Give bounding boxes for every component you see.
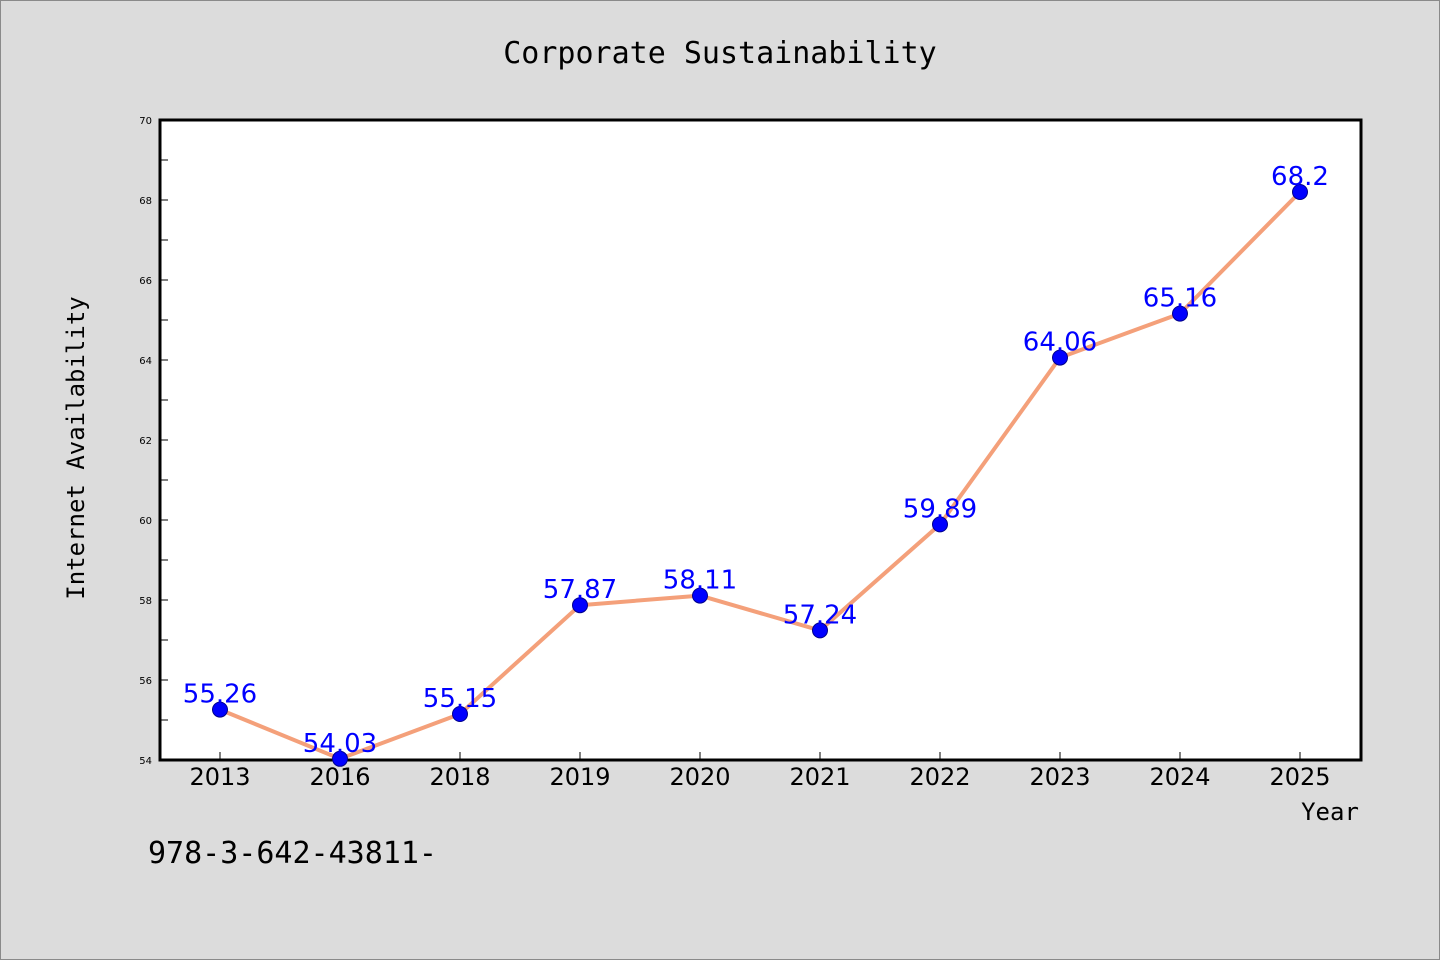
- data-point: [332, 750, 348, 767]
- data-label: 55.15: [423, 684, 497, 714]
- data-label: 55.26: [183, 680, 257, 710]
- x-tick-label: 2023: [1029, 763, 1090, 791]
- x-axis: 2013 2016 2018 2019 2020 2021 2022 2023 2024 2025: [189, 752, 1331, 791]
- y-tick-label: 70: [139, 116, 152, 127]
- data-point: [1292, 184, 1308, 200]
- data-point: [692, 587, 708, 604]
- plot-area: [158, 118, 1363, 762]
- x-tick-label: 2013: [189, 763, 250, 791]
- y-tick-label: 64: [139, 356, 152, 367]
- series-layer: [212, 184, 1308, 767]
- x-axis-label: Year: [1301, 798, 1359, 826]
- y-tick-label: 58: [139, 596, 152, 607]
- footer-code: 978-3-642-43811-: [148, 836, 437, 871]
- y-tick-label: 68: [139, 196, 152, 207]
- y-axis-label: Internet Availability: [62, 296, 90, 599]
- data-point: [572, 597, 588, 614]
- x-tick-label: 2018: [429, 763, 490, 791]
- y-tick-label: 60: [139, 516, 152, 527]
- data-label: 64.06: [1023, 328, 1097, 358]
- data-label: 54.03: [303, 729, 377, 759]
- data-label: 58.11: [663, 566, 737, 596]
- chart-title: Corporate Sustainability: [503, 36, 936, 71]
- y-axis: 54 56 58 60 62 64 66 68 70: [139, 116, 168, 767]
- data-label: 57.87: [543, 575, 617, 605]
- data-point: [932, 516, 948, 533]
- x-tick-label: 2025: [1269, 763, 1330, 791]
- x-tick-label: 2020: [669, 763, 730, 791]
- x-tick-label: 2021: [789, 763, 850, 791]
- series-line: [218, 190, 1302, 761]
- data-point: [212, 701, 228, 718]
- data-point: [1052, 349, 1068, 366]
- y-tick-label: 56: [139, 676, 152, 687]
- data-label: 68.2: [1271, 162, 1329, 192]
- x-tick-label: 2024: [1149, 763, 1210, 791]
- y-tick-label: 54: [139, 756, 152, 767]
- data-label: 57.24: [783, 600, 857, 630]
- data-labels: 55.26 54.03 55.15 57.87 58.11 57.24 59.89 64.06…: [183, 162, 1329, 759]
- y-tick-label: 66: [139, 276, 152, 287]
- data-point: [812, 622, 828, 639]
- y-tick-label: 62: [139, 436, 152, 447]
- x-tick-label: 2016: [309, 763, 370, 791]
- data-label: 59.89: [903, 494, 977, 524]
- x-tick-label: 2022: [909, 763, 970, 791]
- x-tick-label: 2019: [549, 763, 610, 791]
- data-point: [1172, 305, 1188, 322]
- data-label: 65.16: [1143, 284, 1217, 314]
- data-point: [452, 706, 468, 722]
